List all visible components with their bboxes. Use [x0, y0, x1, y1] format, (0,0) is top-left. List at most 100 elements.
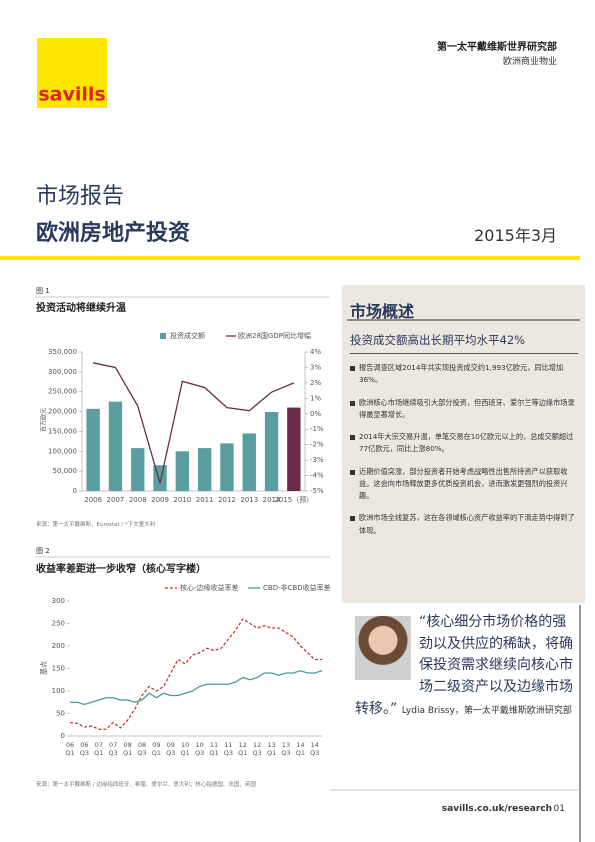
bullet: 欧洲核心市场继续吸引大部分投资，但西班牙、爱尔兰等边缘市场录得最显著增长。 — [350, 397, 578, 421]
x-tick-label: 14 Q1 — [295, 741, 306, 757]
bullets: 报告调查区域2014年共实现投资成交约1,993亿欧元，同比增加36%。 欧洲核心… — [350, 362, 578, 537]
report-type: 市场报告 — [36, 184, 125, 209]
x-tick-label: 2008 — [129, 496, 147, 504]
sector: 欧洲商业物业 — [502, 57, 557, 67]
line — [69, 618, 322, 730]
y-tick-label: 150 — [52, 665, 65, 673]
y-tick-label: 3% — [310, 363, 321, 371]
y-tick-label: 0 — [73, 487, 77, 495]
y-tick-label: 250 — [52, 620, 65, 628]
figure-label: 图 2 — [36, 547, 50, 555]
y-tick-label: 100 — [52, 687, 65, 695]
x-tick-label: 14 Q3 — [310, 741, 320, 757]
legend-swatch — [160, 333, 166, 339]
y-axis-label: 百万欧元 — [40, 408, 48, 432]
department: 第一太平戴维斯世界研究部 — [437, 42, 557, 53]
quote-attribution: Lydia Brissy，第一太平戴维斯欧洲研究部 — [401, 705, 572, 716]
x-tick-label: 2013 — [240, 496, 258, 504]
x-tick-label: 08 Q1 — [122, 741, 133, 757]
bar — [86, 408, 100, 491]
x-tick-label: 2014 — [263, 496, 281, 504]
y-tick-label: 0 — [61, 732, 65, 740]
bullet: 报告调查区域2014年共实现投资成交约1,993亿欧元，同比增加36%。 — [350, 362, 578, 386]
legend-label: CBD-非CBD收益率差 — [263, 583, 331, 592]
bar — [175, 451, 190, 491]
bullet: 近期价值突涨，部分投资者开始考虑战略性出售所持资产以获取收益。这会向市场释放更多… — [350, 466, 578, 503]
chart-title: 投资活动将继续升温 — [36, 303, 126, 314]
report-title: 欧洲房地产投资 — [36, 221, 191, 246]
portrait — [355, 616, 411, 680]
bar — [264, 411, 279, 491]
x-tick-label: 2009 — [151, 496, 169, 504]
x-tick-label: 2015（预） — [274, 495, 313, 504]
date: 2015年3月 — [474, 226, 557, 245]
source: 来源：第一太平戴维斯 / 边缘指西班牙、希腊、爱尔兰、意大利；核心指德国、法国、… — [36, 782, 256, 788]
y-tick-label: 0% — [310, 410, 321, 418]
x-tick-label: 09 Q1 — [151, 741, 162, 757]
y-tick-label: 50,000 — [53, 467, 78, 475]
x-tick-label: 2007 — [107, 496, 125, 504]
y-tick-label: 2% — [310, 379, 321, 387]
bar — [108, 401, 123, 491]
bar — [220, 443, 234, 491]
y-tick-label: 250,000 — [48, 388, 77, 396]
x-tick-label: 2010 — [173, 496, 191, 504]
y-tick-label: 200,000 — [48, 408, 77, 416]
y-tick-label: -3% — [310, 456, 324, 464]
y-tick-label: 50 — [56, 710, 65, 718]
y-tick-label: 300 — [52, 597, 65, 605]
y-tick-label: -1% — [310, 425, 324, 433]
chart-title: 收益率差距进一步收窄（核心写字楼） — [36, 564, 206, 575]
x-tick-label: 2011 — [196, 496, 214, 504]
logo-box — [37, 38, 107, 108]
bar — [242, 433, 256, 491]
bar — [131, 448, 145, 491]
y-tick-label: 350,000 — [48, 348, 77, 356]
source: 来源：第一太平戴维斯，Eurostat / *下文童大利 — [36, 522, 156, 528]
y-tick-label: 100,000 — [48, 447, 77, 455]
legend-label: 核心-边缘收益率差 — [180, 583, 239, 592]
x-tick-label: 2006 — [84, 496, 102, 504]
y-tick-label: 4% — [310, 348, 321, 356]
y-tick-label: 200 — [52, 642, 65, 650]
overview-subtitle: 投资成交额高出长期平均水平42% — [350, 332, 578, 355]
y-tick-label: 300,000 — [48, 368, 77, 376]
y-tick-label: -2% — [310, 441, 324, 449]
x-tick-label: 11 Q1 — [209, 741, 219, 757]
footer-url: savills.co.uk/research — [441, 804, 552, 814]
bar — [197, 448, 212, 491]
quote-text: “核心细分市场价格的强劲以及供应的稀缺，将确保投资需求继续向核心市场二级资产以及… — [355, 614, 573, 717]
line — [70, 670, 323, 706]
x-tick-label: 06 Q1 — [65, 741, 75, 757]
x-tick-label: 10 Q1 — [180, 741, 190, 757]
x-tick-label: 09 Q3 — [166, 741, 176, 757]
x-tick-label: 2012 — [218, 496, 236, 504]
page-number: 01 — [553, 804, 565, 814]
legend-label: 投资成交额 — [170, 331, 205, 340]
bullet: 欧洲市场全线复苏，这在各领域核心资产收益率的下滑走势中得到了体现。 — [350, 512, 578, 536]
x-tick-label: 13 Q1 — [266, 741, 277, 757]
x-tick-label: 07 Q3 — [108, 741, 118, 757]
bullet: 2014年大宗交易升温，单笔交易在10亿欧元以上的，总成交额超过77亿欧元，同比… — [350, 431, 578, 455]
figure-label: 图 1 — [36, 287, 50, 295]
quote: “核心细分市场价格的强劲以及供应的稀缺，将确保投资需求继续向核心市场二级资产以及… — [355, 612, 577, 720]
line — [93, 362, 295, 484]
x-tick-label: 06 Q3 — [79, 741, 90, 757]
legend-label: 欧洲28国GDP同比增幅 — [238, 331, 311, 340]
x-tick-label: 12 Q3 — [252, 741, 262, 757]
y-tick-label: -5% — [310, 487, 324, 495]
y-tick-label: 1% — [310, 394, 321, 402]
divider — [0, 256, 580, 260]
logo: savills — [38, 84, 105, 106]
x-tick-label: 13 Q3 — [281, 741, 291, 757]
x-tick-label: 11 Q3 — [223, 741, 234, 757]
y-axis-label: 基点 — [39, 661, 48, 675]
overview: 市场概述 投资成交额高出长期平均水平42% 报告调查区域2014年共实现投资成交… — [350, 298, 578, 547]
sidebar-bg — [342, 285, 585, 603]
x-tick-label: 10 Q3 — [194, 741, 205, 757]
x-tick-label: 07 Q1 — [94, 741, 104, 757]
overview-title: 市场概述 — [350, 302, 415, 321]
y-tick-label: -4% — [310, 472, 324, 480]
